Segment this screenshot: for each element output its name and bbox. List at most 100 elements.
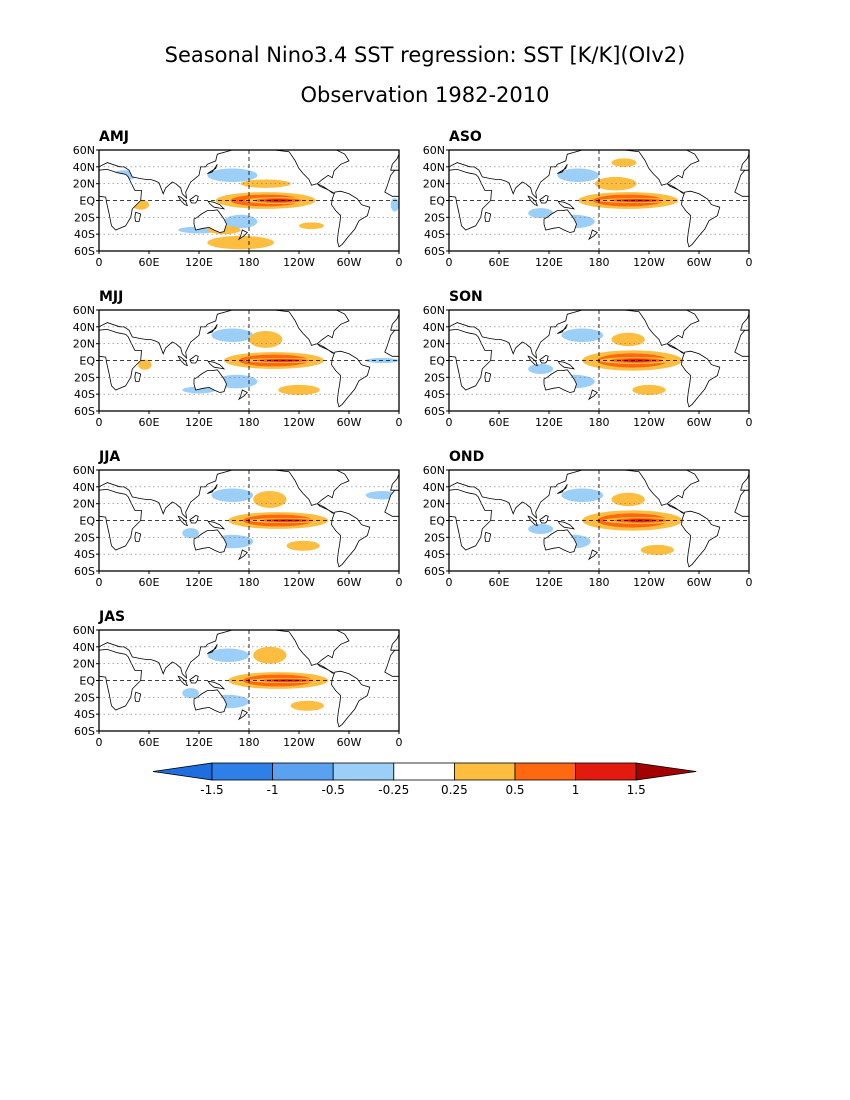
y-tick-label: EQ bbox=[429, 195, 445, 208]
land-new-guinea bbox=[557, 520, 576, 530]
colorbar-segment-4 bbox=[453, 762, 516, 781]
land-north-america bbox=[611, 310, 700, 346]
y-tick-label: 40S bbox=[424, 388, 445, 401]
land-borneo bbox=[539, 194, 549, 204]
x-tick-label: 60W bbox=[687, 256, 712, 269]
x-tick-label: 0 bbox=[446, 576, 453, 589]
y-tick-label: 60S bbox=[74, 405, 95, 418]
cool-anomaly-2-level-0 bbox=[182, 528, 200, 539]
x-tick-label: 60W bbox=[337, 256, 362, 269]
x-tick-label: 180 bbox=[239, 736, 260, 749]
land-new-guinea bbox=[557, 200, 576, 210]
panel-label: MJJ bbox=[99, 289, 123, 305]
warm-anomaly-6-level-0 bbox=[299, 222, 324, 230]
land-new-guinea bbox=[207, 200, 226, 210]
land-eurasia bbox=[99, 470, 234, 520]
colorbar-label: -0.25 bbox=[378, 783, 409, 797]
warm-anomaly-2-level-0 bbox=[253, 646, 287, 664]
warm-anomaly-2-level-0 bbox=[611, 492, 645, 507]
land-new-guinea bbox=[207, 360, 226, 370]
land-south-america bbox=[681, 510, 721, 568]
map-content bbox=[449, 470, 749, 571]
y-tick-label: EQ bbox=[79, 675, 95, 688]
y-tick-label: 40N bbox=[423, 481, 445, 494]
y-tick-label: 20N bbox=[73, 338, 95, 351]
x-tick-label: 120E bbox=[535, 576, 563, 589]
land-greenland bbox=[347, 470, 352, 471]
land-eurasia bbox=[99, 310, 234, 360]
land-madagascar bbox=[134, 371, 142, 382]
cool-anomaly-0-level-0 bbox=[207, 168, 258, 182]
warm-anomaly-4-level-0 bbox=[138, 359, 152, 370]
y-tick-label: 20N bbox=[73, 658, 95, 671]
land-sumatra bbox=[527, 195, 538, 207]
x-tick-label: 180 bbox=[239, 576, 260, 589]
y-tick-label: 40N bbox=[423, 321, 445, 334]
y-tick-label: EQ bbox=[79, 355, 95, 368]
x-tick-label: 120E bbox=[535, 256, 563, 269]
warm-anomaly-1-level-2 bbox=[264, 199, 292, 202]
x-tick-label: 60W bbox=[337, 736, 362, 749]
y-tick-label: 20S bbox=[74, 531, 95, 544]
land-africa-west bbox=[99, 328, 142, 391]
land-japan bbox=[207, 644, 218, 654]
land-japan bbox=[557, 164, 568, 174]
land-borneo bbox=[189, 354, 199, 364]
y-tick-label: 20S bbox=[74, 371, 95, 384]
colorbar-label: -1.5 bbox=[200, 783, 223, 797]
panel-label: JJA bbox=[98, 449, 120, 465]
land-japan bbox=[557, 324, 568, 334]
y-tick-label: 40S bbox=[424, 548, 445, 561]
land-new-zealand bbox=[237, 389, 248, 401]
land-europe-west bbox=[390, 474, 399, 491]
y-tick-label: 40N bbox=[73, 481, 95, 494]
warm-anomaly-1-level-2 bbox=[621, 359, 652, 362]
land-australia bbox=[543, 369, 577, 393]
cool-anomaly-1-level-0 bbox=[224, 214, 258, 229]
land-australia bbox=[193, 369, 227, 393]
land-europe-west bbox=[740, 474, 749, 491]
y-tick-label: 20N bbox=[73, 178, 95, 191]
x-tick-label: 180 bbox=[589, 576, 610, 589]
panel-label: SON bbox=[449, 289, 483, 305]
warm-anomaly-3-level-0 bbox=[632, 384, 666, 396]
colorbar-label: -0.5 bbox=[321, 783, 344, 797]
y-tick-label: 40S bbox=[74, 388, 95, 401]
x-tick-label: 0 bbox=[396, 736, 403, 749]
y-tick-label: 20N bbox=[423, 338, 445, 351]
land-north-america bbox=[261, 310, 350, 346]
land-europe-west bbox=[740, 314, 749, 331]
land-new-guinea bbox=[557, 360, 576, 370]
y-tick-label: 40N bbox=[423, 161, 445, 174]
land-africa-east bbox=[734, 329, 749, 357]
y-tick-label: 60S bbox=[74, 245, 95, 258]
colorbar-arrow-high bbox=[635, 762, 697, 781]
map-content bbox=[449, 150, 749, 251]
y-tick-label: 60S bbox=[74, 725, 95, 738]
warm-anomaly-3-level-0 bbox=[640, 544, 674, 556]
land-borneo bbox=[189, 515, 199, 524]
warm-anomaly-3-level-0 bbox=[290, 700, 325, 711]
land-borneo bbox=[539, 354, 549, 364]
x-tick-label: 0 bbox=[446, 256, 453, 269]
panel-label: ASO bbox=[449, 129, 482, 145]
y-tick-label: 20S bbox=[74, 691, 95, 704]
colorbar-segment-2 bbox=[332, 762, 395, 781]
x-tick-label: 60E bbox=[139, 576, 160, 589]
warm-anomaly-3-level-0 bbox=[278, 384, 320, 396]
land-north-america bbox=[261, 470, 350, 506]
colorbar-segment-0 bbox=[211, 762, 273, 781]
cool-anomaly-0-level-0 bbox=[207, 648, 250, 662]
land-sumatra bbox=[177, 515, 188, 527]
x-tick-label: 60W bbox=[337, 416, 362, 429]
x-tick-label: 0 bbox=[446, 416, 453, 429]
cool-anomaly-0-level-0 bbox=[561, 328, 604, 342]
land-madagascar bbox=[134, 211, 142, 222]
map-content bbox=[99, 630, 399, 731]
land-new-zealand bbox=[237, 229, 248, 241]
